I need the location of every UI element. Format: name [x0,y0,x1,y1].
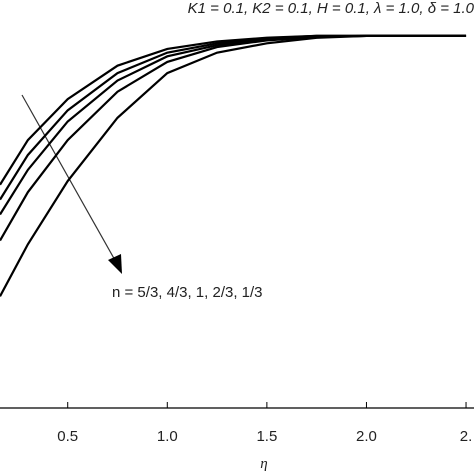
line-series [0,34,467,297]
x-tick-label: 1.0 [157,428,178,445]
line-series [0,34,467,216]
x-tick-label: 0.5 [57,428,78,445]
x-tick-label: 1.5 [256,428,277,445]
line-series [0,34,467,242]
arrow-head [108,254,122,274]
annotation: n = 5/3, 4/3, 1, 2/3, 1/3 [112,284,263,301]
line-series [0,34,467,201]
line-series [0,34,467,186]
chart-title: K1 = 0.1, K2 = 0.1, H = 0.1, λ = 1.0, δ … [188,0,474,17]
x-tick-label: 2. [460,428,473,445]
x-tick-label: 2.0 [356,428,377,445]
x-axis-label: η [260,456,267,472]
